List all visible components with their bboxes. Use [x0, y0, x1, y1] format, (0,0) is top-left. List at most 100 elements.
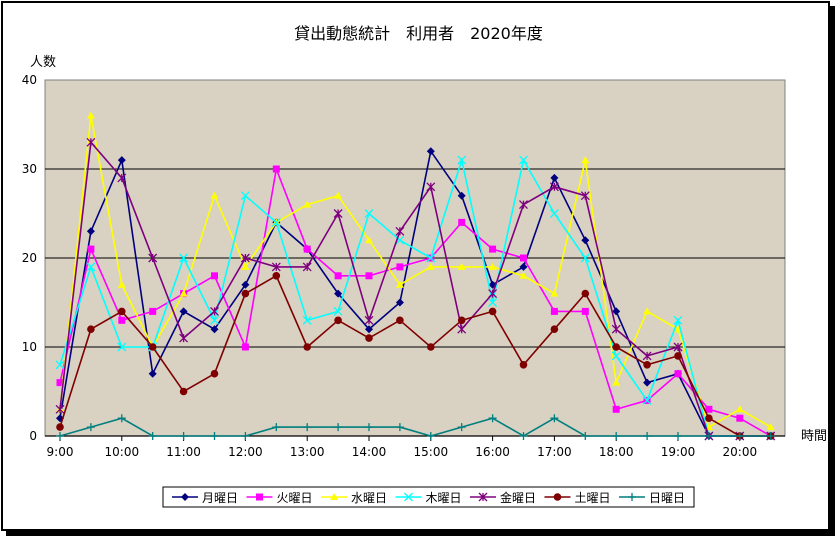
x-tick-label: 12:00 — [228, 445, 263, 459]
legend-label: 日曜日 — [649, 491, 685, 505]
data-point — [519, 361, 528, 369]
data-point — [674, 370, 682, 378]
x-tick-label: 17:00 — [537, 445, 572, 459]
data-point — [365, 325, 373, 334]
data-point — [364, 209, 374, 218]
data-point — [241, 280, 250, 289]
data-point — [580, 191, 590, 201]
data-point — [179, 333, 189, 343]
x-tick-label: 16:00 — [475, 445, 510, 459]
data-point — [303, 245, 311, 253]
data-point — [334, 272, 342, 280]
data-point — [117, 342, 127, 352]
data-point — [612, 432, 621, 440]
data-point — [334, 191, 343, 199]
data-point — [643, 378, 652, 387]
data-point — [148, 369, 157, 378]
x-tick-label: 11:00 — [166, 445, 201, 459]
chart-title: 貸出動態統計 利用者 2020年度 — [294, 24, 543, 43]
data-point — [488, 414, 497, 423]
legend-marker — [478, 492, 488, 502]
data-point — [426, 253, 436, 263]
data-point — [303, 200, 312, 208]
data-point — [179, 387, 188, 396]
x-tick-label: 19:00 — [661, 445, 696, 459]
data-point — [333, 209, 343, 218]
data-point — [612, 378, 621, 386]
data-point — [457, 155, 467, 165]
data-point — [735, 432, 744, 440]
data-point — [241, 343, 249, 351]
data-point — [149, 307, 157, 315]
data-point — [396, 263, 404, 271]
data-point — [365, 272, 373, 280]
data-point — [240, 253, 250, 263]
legend-box — [162, 486, 695, 508]
data-point — [519, 271, 528, 279]
x-tick-label: 13:00 — [290, 445, 325, 459]
x-tick-label: 18:00 — [599, 445, 634, 459]
data-point — [240, 191, 250, 201]
data-point — [87, 245, 95, 253]
data-point — [581, 307, 589, 315]
data-point — [550, 414, 559, 423]
y-axis-label: 人数 — [30, 55, 56, 70]
data-point — [56, 379, 64, 387]
legend-item: 月曜日 — [172, 491, 238, 505]
legend-marker — [553, 493, 562, 501]
data-point — [488, 262, 497, 270]
data-point — [272, 272, 281, 280]
data-point — [488, 289, 498, 299]
data-point — [426, 147, 435, 156]
series-line — [59, 166, 772, 437]
data-point — [334, 289, 343, 298]
data-point — [457, 324, 467, 334]
data-point — [550, 173, 559, 182]
data-point — [581, 156, 590, 164]
data-point — [488, 307, 497, 316]
y-tick-label: 40 — [22, 73, 37, 87]
data-point — [86, 423, 95, 432]
data-point — [210, 325, 219, 334]
data-point — [705, 414, 713, 423]
y-tick-label: 20 — [22, 251, 37, 265]
legend-item: 火曜日 — [246, 491, 313, 505]
legend-label: 月曜日 — [202, 491, 238, 505]
data-point — [56, 423, 64, 431]
data-point — [148, 343, 157, 351]
y-tick-label: 10 — [22, 340, 37, 354]
series-6 — [56, 272, 775, 440]
data-point — [550, 325, 559, 334]
data-point — [457, 191, 466, 200]
data-point — [86, 137, 96, 147]
data-point — [611, 324, 621, 334]
data-point — [426, 432, 435, 440]
data-point — [334, 316, 342, 325]
legend-label: 火曜日 — [277, 491, 313, 505]
data-point — [303, 423, 312, 432]
data-point — [365, 334, 373, 342]
data-point — [272, 423, 281, 432]
data-point — [302, 315, 312, 325]
data-point — [735, 405, 744, 413]
data-point — [673, 315, 683, 325]
series-line — [59, 140, 771, 437]
data-point — [210, 306, 219, 316]
data-point — [86, 111, 95, 119]
y-tick-label: 30 — [22, 162, 37, 176]
data-point — [457, 262, 466, 270]
data-point — [643, 307, 652, 315]
data-point — [241, 289, 250, 298]
data-point — [550, 307, 558, 315]
data-point — [117, 280, 126, 288]
data-point — [303, 343, 312, 351]
data-point — [642, 395, 652, 405]
data-point — [766, 432, 775, 440]
data-point — [179, 289, 188, 297]
data-point — [148, 432, 157, 440]
x-tick-label: 20:00 — [723, 445, 758, 459]
data-point — [643, 432, 652, 440]
data-point — [612, 343, 620, 351]
data-point — [489, 245, 497, 253]
